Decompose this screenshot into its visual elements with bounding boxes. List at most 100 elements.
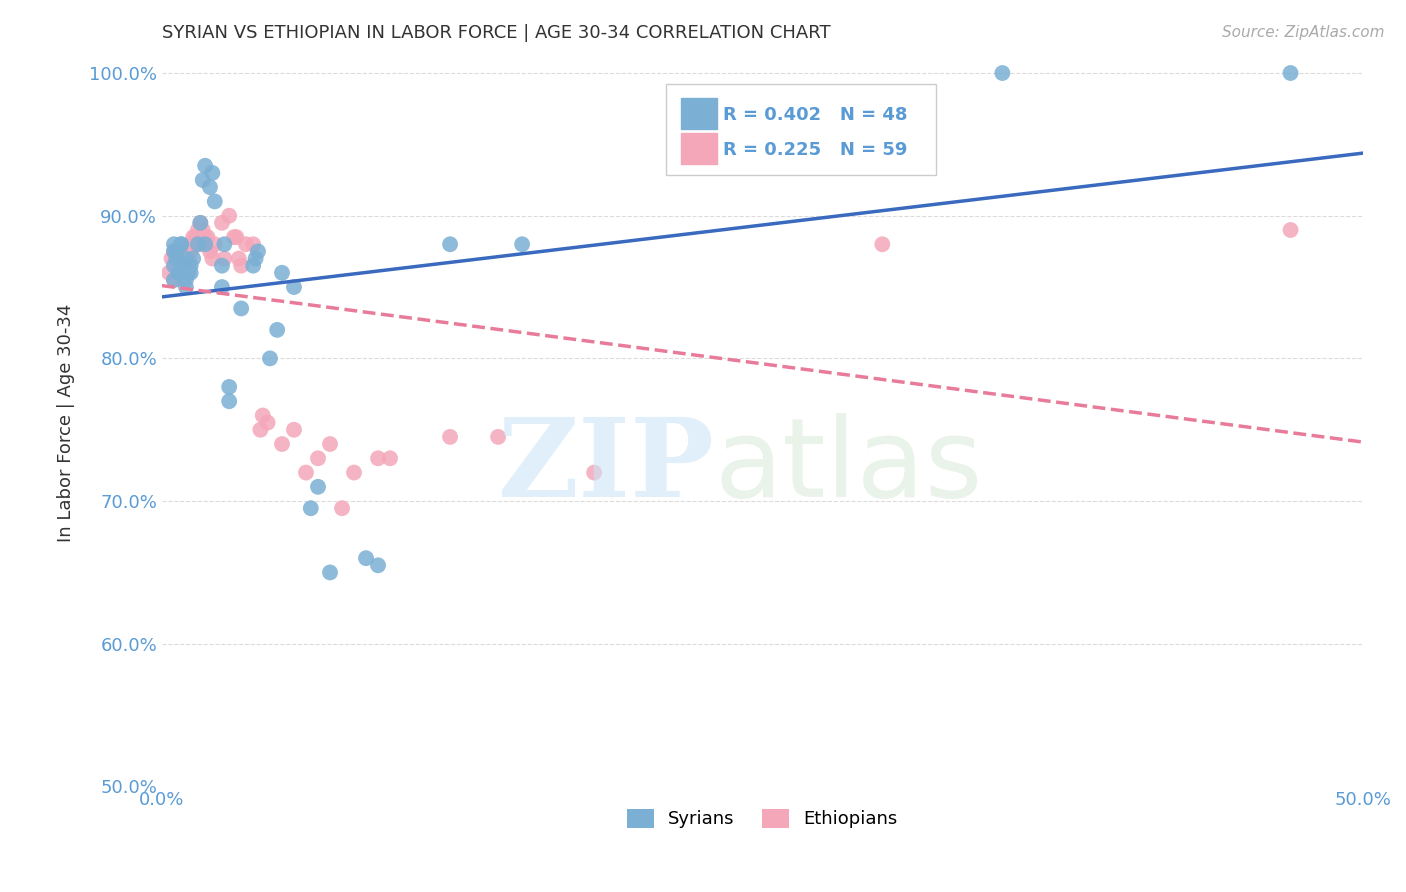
Text: SYRIAN VS ETHIOPIAN IN LABOR FORCE | AGE 30-34 CORRELATION CHART: SYRIAN VS ETHIOPIAN IN LABOR FORCE | AGE… xyxy=(162,24,831,42)
Point xyxy=(1279,223,1302,237)
Point xyxy=(173,244,195,259)
Point xyxy=(510,237,533,252)
Point xyxy=(225,230,247,244)
Point xyxy=(231,301,253,316)
Point xyxy=(181,252,204,266)
Point xyxy=(214,252,236,266)
Point xyxy=(249,423,271,437)
Point xyxy=(343,466,366,480)
Point xyxy=(439,237,461,252)
Text: R = 0.225   N = 59: R = 0.225 N = 59 xyxy=(723,141,907,159)
Point xyxy=(167,266,190,280)
Point xyxy=(583,466,606,480)
Point xyxy=(256,416,278,430)
Point xyxy=(187,223,209,237)
Point xyxy=(991,66,1014,80)
Point xyxy=(242,259,264,273)
Point xyxy=(191,173,214,187)
Y-axis label: In Labor Force | Age 30-34: In Labor Force | Age 30-34 xyxy=(58,303,75,541)
Point xyxy=(170,237,193,252)
Point xyxy=(194,230,217,244)
Point xyxy=(180,244,202,259)
Point xyxy=(283,280,305,294)
Point xyxy=(378,451,401,466)
Point xyxy=(181,237,204,252)
Point xyxy=(188,216,211,230)
Point xyxy=(160,252,183,266)
Point xyxy=(211,280,233,294)
Point xyxy=(245,252,267,266)
Point xyxy=(165,244,187,259)
Point xyxy=(170,244,193,259)
Point xyxy=(174,280,197,294)
Point xyxy=(194,159,217,173)
Point xyxy=(486,430,509,444)
Point xyxy=(367,558,389,573)
Text: atlas: atlas xyxy=(714,413,983,520)
Point xyxy=(214,237,236,252)
Point xyxy=(177,259,200,273)
FancyBboxPatch shape xyxy=(681,98,717,128)
Legend: Syrians, Ethiopians: Syrians, Ethiopians xyxy=(620,802,905,836)
Point xyxy=(204,194,226,209)
Point xyxy=(218,380,240,394)
Point xyxy=(170,244,193,259)
Point xyxy=(198,244,221,259)
Point xyxy=(194,237,217,252)
Point xyxy=(163,244,186,259)
Point xyxy=(201,166,224,180)
Point xyxy=(235,237,257,252)
Point xyxy=(222,230,245,244)
Point xyxy=(163,244,186,259)
Point xyxy=(307,451,329,466)
Point xyxy=(177,266,200,280)
Point xyxy=(246,244,269,259)
Point xyxy=(872,237,894,252)
Point xyxy=(319,566,342,580)
Point xyxy=(170,237,193,252)
Point xyxy=(283,423,305,437)
Point xyxy=(187,237,209,252)
Point xyxy=(319,437,342,451)
Point xyxy=(163,259,186,273)
Text: Source: ZipAtlas.com: Source: ZipAtlas.com xyxy=(1222,25,1385,40)
Point xyxy=(198,180,221,194)
Point xyxy=(165,252,187,266)
Point xyxy=(165,244,187,259)
Point xyxy=(167,244,190,259)
Point xyxy=(177,252,200,266)
FancyBboxPatch shape xyxy=(681,133,717,163)
Point xyxy=(174,252,197,266)
Point xyxy=(271,437,294,451)
Point xyxy=(174,252,197,266)
Point xyxy=(191,223,214,237)
Point xyxy=(173,259,195,273)
Point xyxy=(165,252,187,266)
Point xyxy=(180,259,202,273)
Point xyxy=(201,252,224,266)
Point xyxy=(173,252,195,266)
Point xyxy=(211,216,233,230)
FancyBboxPatch shape xyxy=(666,84,936,175)
Text: R = 0.402   N = 48: R = 0.402 N = 48 xyxy=(723,106,907,124)
Point xyxy=(174,273,197,287)
Point xyxy=(188,216,211,230)
Point xyxy=(1279,66,1302,80)
Point xyxy=(439,430,461,444)
Point xyxy=(330,501,353,516)
Point xyxy=(163,273,186,287)
Text: ZIP: ZIP xyxy=(498,413,714,520)
Point xyxy=(271,266,294,280)
Point xyxy=(180,237,202,252)
Point xyxy=(180,266,202,280)
Point xyxy=(266,323,288,337)
Point xyxy=(218,394,240,409)
Point xyxy=(163,237,186,252)
Point xyxy=(167,266,190,280)
Point xyxy=(165,252,187,266)
Point xyxy=(167,244,190,259)
Point xyxy=(184,230,207,244)
Point xyxy=(163,273,186,287)
Point xyxy=(167,244,190,259)
Point xyxy=(181,230,204,244)
